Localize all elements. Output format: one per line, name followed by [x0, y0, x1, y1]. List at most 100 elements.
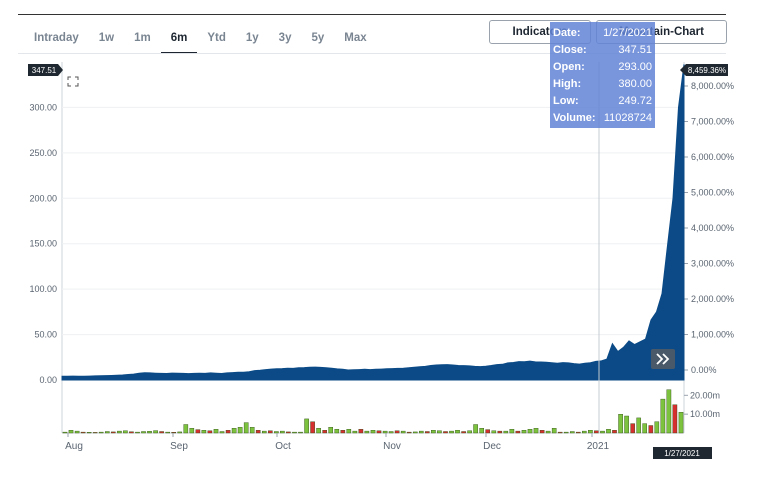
volume-tick-label: 20.00m	[690, 390, 720, 400]
volume-bar	[286, 431, 291, 434]
volume-bar	[388, 431, 394, 434]
volume-bar	[123, 430, 128, 434]
volume-bar	[551, 428, 557, 434]
volume-bar	[86, 432, 92, 434]
tooltip-value: 380.00	[618, 78, 652, 90]
tooltip-label: Volume:	[553, 112, 596, 124]
volume-bar	[654, 421, 660, 434]
volume-bar	[425, 431, 430, 434]
volume-bar	[225, 430, 231, 434]
volume-bar	[104, 431, 110, 434]
tooltip-value: 347.51	[618, 44, 652, 56]
volume-bar	[274, 431, 279, 434]
y2-tick-label: 3,000.00%	[691, 259, 734, 269]
tab-intraday[interactable]: Intraday	[34, 32, 79, 44]
volume-bar	[141, 431, 146, 434]
tooltip-value: 249.72	[618, 95, 652, 107]
x-tick-label: Sep	[170, 441, 188, 452]
volume-bar	[92, 432, 98, 434]
y2-tick-label: 4,000.00%	[691, 223, 734, 233]
volume-bar	[189, 428, 195, 434]
volume-bar	[370, 430, 376, 434]
volume-bar	[231, 428, 237, 434]
volume-bar	[672, 404, 678, 434]
y-tick-label: 0.00	[39, 375, 57, 385]
volume-bar	[183, 424, 189, 434]
volume-bar	[570, 431, 575, 434]
tooltip-label: High:	[553, 78, 582, 90]
y2-tick-label: 1,000.00%	[691, 330, 734, 340]
x-tick-label: Nov	[383, 441, 401, 452]
volume-bar	[334, 429, 340, 434]
volume-bar	[159, 431, 164, 434]
volume-bar	[255, 430, 261, 434]
volume-bar	[268, 430, 273, 434]
volume-bar	[382, 430, 388, 434]
tab-max[interactable]: Max	[344, 32, 367, 44]
tab-ytd[interactable]: Ytd	[207, 32, 226, 44]
volume-bar	[201, 430, 207, 434]
tab-1m[interactable]: 1m	[134, 32, 151, 44]
hover-tooltip: Date: 1/27/2021 Close: 347.51 Open: 293.00 Hig…	[550, 22, 655, 128]
crosshair-date-label: 1/27/2021	[664, 449, 700, 458]
double-chevron-right-icon	[656, 353, 670, 365]
tooltip-label: Low:	[553, 95, 579, 107]
y2-tick-label: 0.00%	[691, 365, 717, 375]
volume-bar	[165, 431, 171, 434]
date-axis: Aug Sep Oct Nov Dec 2021	[65, 433, 610, 452]
last-percent-label: 8,459.36%	[688, 66, 726, 75]
scroll-right-button[interactable]	[651, 349, 675, 369]
tooltip-row: Volume: 11028724	[553, 110, 652, 127]
volume-bar	[298, 431, 303, 434]
x-tick-label: Oct	[275, 441, 291, 452]
last-percent-flag	[680, 64, 728, 76]
volume-bar	[666, 389, 672, 434]
fullscreen-icon[interactable]	[67, 76, 79, 87]
fullscreen-corner	[75, 76, 79, 80]
fullscreen-corner	[75, 83, 79, 87]
volume-bar	[358, 429, 364, 434]
y2-tick-label: 8,000.00%	[691, 81, 734, 91]
price-area	[61, 64, 685, 381]
volume-bar	[153, 430, 158, 434]
volume-bar	[147, 431, 152, 434]
volume-bar	[346, 429, 352, 434]
volume-bar	[443, 431, 448, 434]
volume-bar	[207, 430, 213, 434]
volume-bar	[310, 421, 315, 434]
fullscreen-corner	[67, 76, 71, 80]
y2-tick-label: 6,000.00%	[691, 152, 734, 162]
y-tick-label: 250.00	[29, 148, 57, 158]
y-tick-label: 300.00	[29, 102, 57, 112]
volume-bar	[576, 431, 581, 434]
y-tick-label: 150.00	[29, 239, 57, 249]
volume-bar	[74, 430, 80, 434]
tab-5y[interactable]: 5y	[311, 32, 325, 44]
volume-tick-label: 10.00m	[690, 409, 720, 419]
volume-bar	[376, 430, 382, 434]
tab-3y[interactable]: 3y	[278, 32, 292, 44]
volume-bar	[219, 431, 225, 434]
volume-bar	[195, 429, 201, 434]
volume-bar	[394, 430, 400, 434]
volume-bar	[419, 430, 424, 434]
tooltip-row: Date: 1/27/2021	[553, 25, 652, 42]
volume-bar	[533, 428, 539, 434]
volume-bar	[509, 429, 515, 434]
y-tick-label: 200.00	[29, 193, 57, 203]
volume-bar	[515, 430, 521, 434]
tab-1w[interactable]: 1w	[98, 32, 115, 44]
volume-bar	[539, 430, 545, 434]
volume-bar	[642, 423, 647, 434]
volume-bar	[588, 430, 593, 434]
volume-bar	[237, 427, 243, 434]
volume-bar	[563, 431, 569, 434]
volume-bar	[243, 422, 249, 434]
volume-bar	[400, 430, 406, 434]
volume-bar	[594, 430, 599, 434]
volume-bar	[413, 431, 418, 434]
volume-bar	[612, 430, 617, 434]
y-tick-label: 50.00	[34, 330, 57, 340]
volume-bar	[117, 430, 122, 434]
tab-1y[interactable]: 1y	[245, 32, 259, 44]
